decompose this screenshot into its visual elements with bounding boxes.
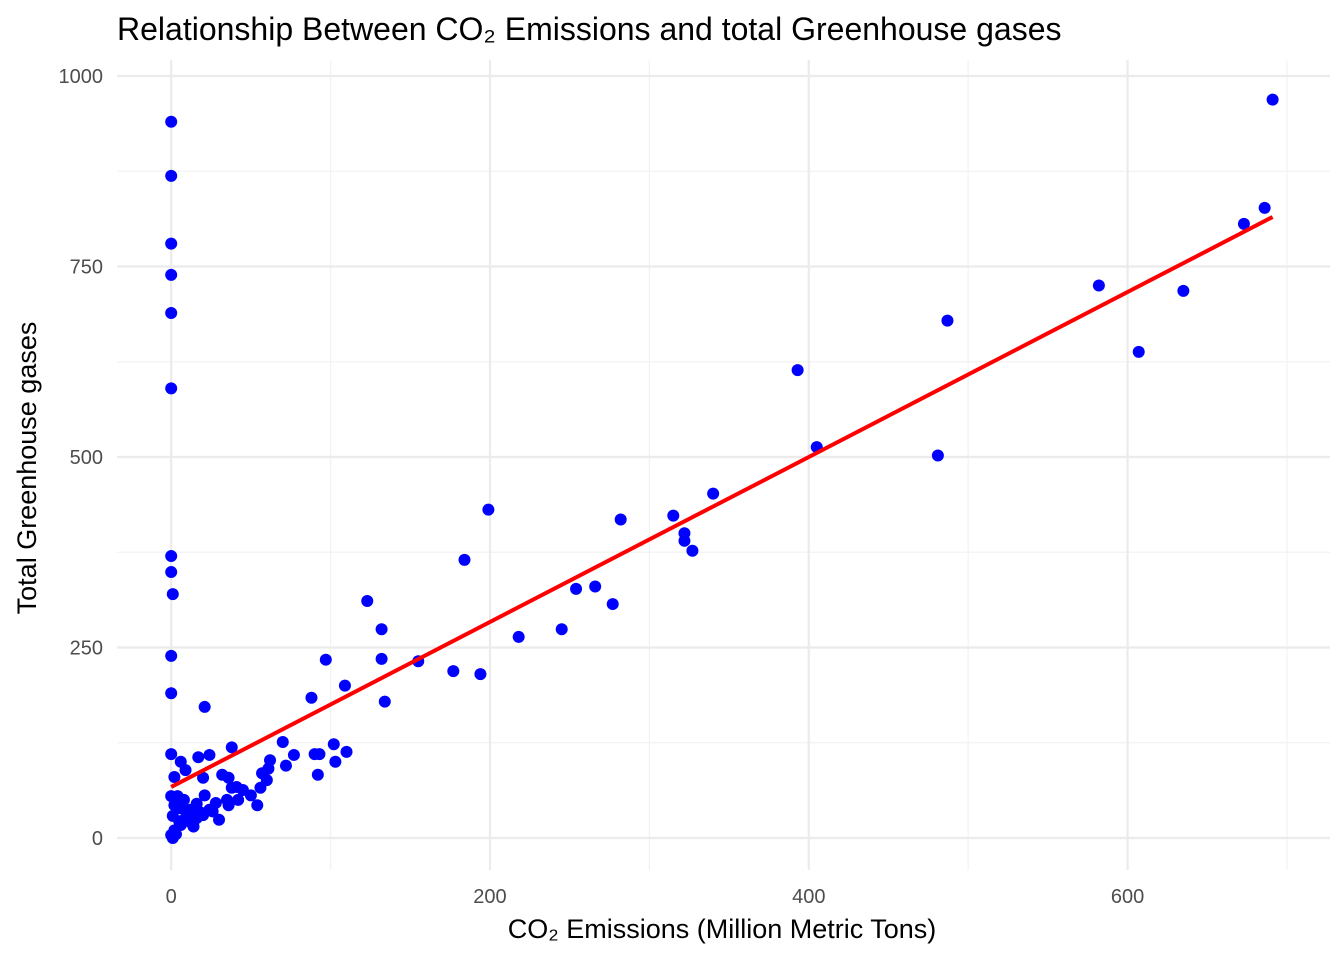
data-point — [165, 268, 178, 281]
data-point — [1266, 93, 1279, 106]
data-point — [1258, 201, 1271, 214]
data-point — [707, 487, 720, 500]
data-point — [482, 503, 495, 516]
y-tick-label: 750 — [70, 257, 103, 279]
data-point — [570, 582, 583, 595]
data-point — [206, 805, 219, 818]
data-point — [589, 580, 602, 593]
data-point — [375, 652, 388, 665]
data-point — [251, 799, 264, 812]
y-tick-label: 500 — [70, 447, 103, 469]
data-point — [313, 748, 326, 761]
data-point — [305, 691, 318, 704]
data-point — [1237, 217, 1250, 230]
data-point — [165, 382, 178, 395]
data-point — [678, 534, 691, 547]
data-point — [279, 759, 292, 772]
data-point — [165, 550, 178, 563]
data-point — [361, 595, 374, 608]
data-point — [173, 815, 186, 828]
data-point — [165, 306, 178, 319]
data-point — [222, 799, 235, 812]
data-point — [606, 598, 619, 611]
data-point — [174, 755, 187, 768]
data-point — [216, 768, 229, 781]
data-point — [165, 237, 178, 250]
data-point — [165, 649, 178, 662]
data-point — [686, 544, 699, 557]
data-point — [338, 679, 351, 692]
data-point — [327, 738, 340, 751]
trend-line — [170, 215, 1274, 789]
data-point — [192, 751, 205, 764]
data-point — [197, 771, 210, 784]
x-tick-label: 0 — [166, 886, 177, 908]
data-point — [187, 820, 200, 833]
data-point — [667, 509, 680, 522]
data-point — [941, 314, 954, 327]
data-point — [169, 828, 182, 841]
y-tick-label: 1000 — [59, 66, 104, 88]
data-point — [198, 700, 211, 713]
data-point — [791, 364, 804, 377]
data-point — [614, 513, 627, 526]
x-tick-label: 200 — [473, 886, 506, 908]
data-point — [512, 630, 525, 643]
data-point — [276, 735, 289, 748]
data-point — [168, 771, 181, 784]
data-points — [165, 93, 1279, 844]
data-point — [213, 813, 226, 826]
data-point — [458, 553, 471, 566]
data-point — [197, 809, 210, 822]
data-point — [311, 768, 324, 781]
data-point — [165, 566, 178, 579]
data-point — [1132, 345, 1145, 358]
data-point — [319, 653, 332, 666]
data-point — [447, 665, 460, 678]
data-point — [198, 789, 211, 802]
data-point — [225, 781, 238, 794]
data-point — [329, 755, 342, 768]
data-point — [931, 449, 944, 462]
grid — [117, 60, 1330, 870]
data-point — [287, 748, 300, 761]
x-tick-label: 600 — [1111, 886, 1144, 908]
data-point — [165, 748, 178, 761]
data-point — [474, 668, 487, 681]
data-point — [340, 745, 353, 758]
chart-title: Relationship Between CO₂ Emissions and t… — [117, 11, 1062, 47]
data-point — [1092, 279, 1105, 292]
data-point — [232, 793, 245, 806]
x-tick-label: 400 — [792, 886, 825, 908]
data-point — [165, 687, 178, 700]
data-point — [203, 748, 216, 761]
data-point — [1177, 284, 1190, 297]
x-axis-ticks: 0 200 400 600 — [166, 886, 1145, 908]
y-tick-label: 250 — [70, 637, 103, 659]
data-point — [555, 623, 568, 636]
y-axis-label: Total Greenhouse gases — [12, 322, 42, 615]
data-point — [375, 623, 388, 636]
y-axis-ticks: 0 250 500 750 1000 — [59, 66, 104, 850]
data-point — [165, 169, 178, 182]
data-point — [254, 781, 267, 794]
data-point — [378, 695, 391, 708]
x-axis-label: CO₂ Emissions (Million Metric Tons) — [508, 914, 937, 944]
y-tick-label: 0 — [92, 828, 103, 850]
data-point — [165, 115, 178, 128]
data-point — [225, 741, 238, 754]
data-point — [166, 588, 179, 601]
